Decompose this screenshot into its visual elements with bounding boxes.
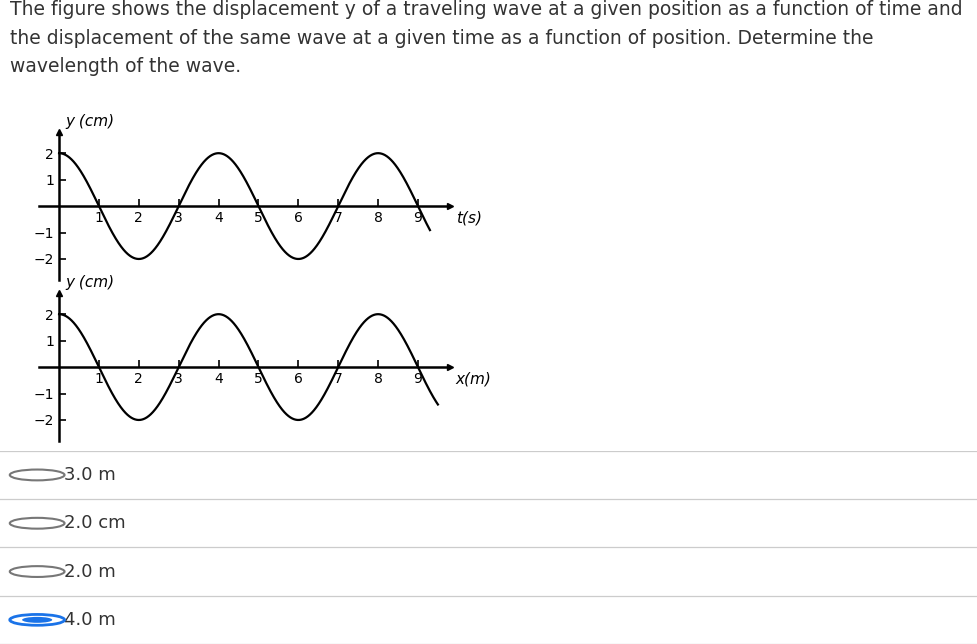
Text: x(m): x(m) bbox=[455, 371, 491, 386]
Text: 3.0 m: 3.0 m bbox=[64, 466, 115, 484]
Text: 2.0 m: 2.0 m bbox=[64, 563, 115, 580]
Text: The figure shows the displacement y of a traveling wave at a given position as a: The figure shows the displacement y of a… bbox=[10, 0, 961, 77]
Text: 4.0 m: 4.0 m bbox=[64, 611, 115, 629]
Circle shape bbox=[22, 617, 52, 623]
Text: 2.0 cm: 2.0 cm bbox=[64, 515, 125, 532]
Text: y (cm): y (cm) bbox=[65, 115, 114, 129]
Text: t(s): t(s) bbox=[455, 210, 482, 225]
Text: y (cm): y (cm) bbox=[65, 276, 114, 290]
